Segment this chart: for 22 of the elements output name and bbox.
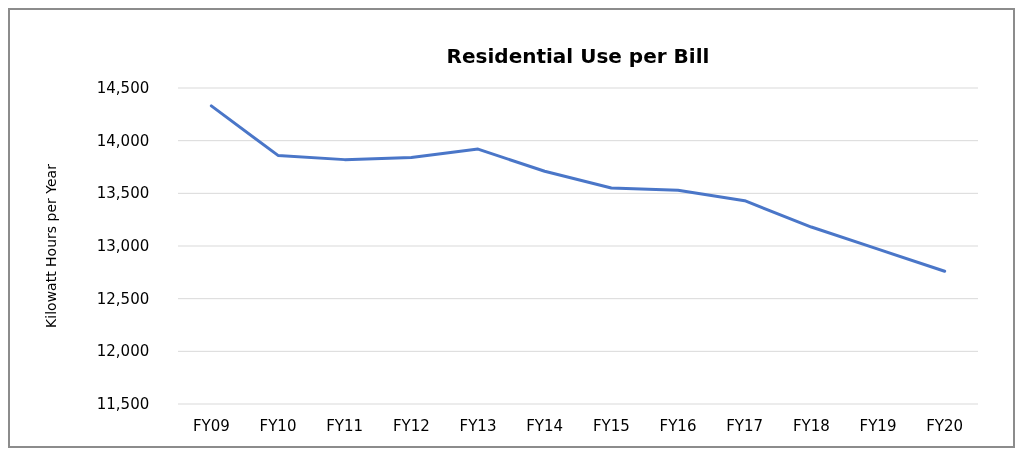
- y-tick-label: 14,000: [96, 131, 150, 150]
- x-tick-label: FY17: [726, 417, 764, 435]
- x-tick-label: FY09: [192, 417, 230, 435]
- x-tick-label: FY16: [659, 417, 697, 435]
- x-tick-label: FY19: [859, 417, 897, 435]
- x-tick-label: FY12: [392, 417, 430, 435]
- y-axis-title: Kilowatt Hours per Year: [43, 163, 59, 328]
- y-tick-label: 12,000: [96, 342, 150, 361]
- y-tick-label: 13,500: [96, 184, 150, 203]
- x-tick-label: FY11: [326, 417, 364, 435]
- line-series: [209, 104, 947, 273]
- chart-title: Residential Use per Bill: [446, 44, 710, 68]
- y-tick-label: 14,500: [96, 79, 150, 97]
- y-tick-label: 11,500: [96, 395, 150, 413]
- x-tick-label: FY15: [592, 417, 630, 435]
- x-tick-label: FY18: [792, 417, 830, 435]
- x-tick-label: FY10: [259, 417, 297, 435]
- y-tick-label: 13,000: [96, 237, 150, 255]
- y-tick-label: 12,500: [96, 289, 150, 308]
- x-tick-label: FY13: [459, 417, 497, 435]
- x-tick-label: FY20: [926, 417, 964, 435]
- x-tick-label: FY14: [526, 417, 564, 435]
